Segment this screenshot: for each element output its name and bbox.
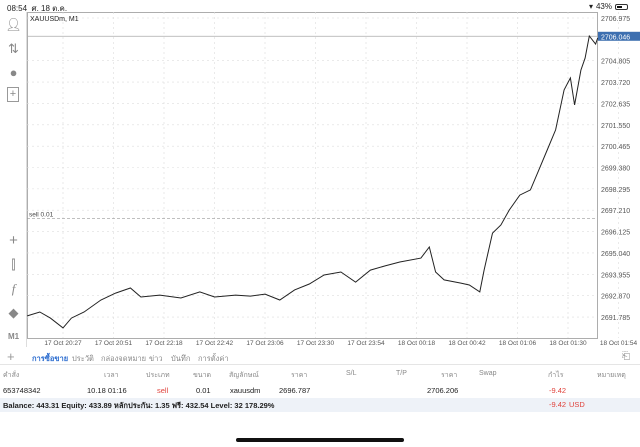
col-type: ประเภท <box>146 372 170 379</box>
balance-summary: Balance: 443.31 Equity: 433.89 หลักประกั… <box>3 401 275 410</box>
status-bar: 08:54 ศ. 18 ต.ค. ▾ 43% <box>0 0 640 13</box>
tab-news[interactable]: ข่าว <box>149 354 163 363</box>
price-axis-label: 2700.465 <box>601 144 630 151</box>
time-axis-label: 18 Oct 00:42 <box>448 340 486 347</box>
order-current-price: 2706.206 <box>427 386 459 395</box>
price-chart[interactable]: 2706.975 2704.805 2703.720 2702.635 2701.550… <box>27 12 640 347</box>
col-order: คำสั่ง <box>3 372 20 379</box>
current-price-tag <box>598 31 640 41</box>
order-size: 0.01 <box>196 386 211 395</box>
price-axis-label: 2702.635 <box>601 101 630 108</box>
account-icon[interactable]: 👤︎ <box>5 17 22 32</box>
col-symbol: สัญลักษณ์ <box>229 372 259 379</box>
wifi-icon: ▾ <box>588 2 593 11</box>
battery-icon <box>615 3 628 10</box>
chat-icon[interactable]: ● <box>9 65 18 80</box>
col-comment: หมายเหตุ <box>597 372 626 379</box>
indicators-icon[interactable]: f <box>11 281 16 296</box>
order-line-label: sell 0.01 <box>29 212 54 219</box>
tab-history[interactable]: ประวัติ <box>72 354 94 363</box>
symbol-label: XAUUSDm, M1 <box>30 16 79 23</box>
order-ticket: 653748342 <box>3 386 41 395</box>
time-axis-label: 17 Oct 22:18 <box>145 340 183 347</box>
time-axis-label: 18 Oct 01:06 <box>499 340 537 347</box>
objects-icon[interactable]: ◆ <box>8 305 19 320</box>
new-document-icon[interactable]: + <box>7 87 19 102</box>
time-axis-label: 18 Oct 01:30 <box>549 340 587 347</box>
terminal-tabs: + การซื้อขาย ประวัติ กล่องจดหมาย ข่าว บั… <box>0 349 640 365</box>
price-line <box>27 34 599 329</box>
order-type: sell <box>157 386 169 395</box>
time-axis-label: 17 Oct 22:42 <box>196 340 234 347</box>
time-axis-label: 17 Oct 20:27 <box>44 340 82 347</box>
add-icon[interactable]: + <box>7 349 15 364</box>
price-axis-label: 2696.125 <box>601 230 630 237</box>
battery-percent: 43% <box>595 2 612 11</box>
time-axis-label: 17 Oct 23:54 <box>347 340 385 347</box>
layout-icon[interactable]: ⎗ <box>622 351 630 362</box>
col-profit: กำไร <box>548 372 564 379</box>
time-axis-label: 17 Oct 20:51 <box>95 340 133 347</box>
price-axis-label: 2691.785 <box>601 315 630 322</box>
price-axis-label: 2695.040 <box>601 251 630 258</box>
timeframe-button[interactable]: M1 <box>7 332 20 341</box>
tab-mailbox[interactable]: กล่องจดหมาย <box>101 354 147 363</box>
col-tp: T/P <box>396 370 407 377</box>
col-swap: Swap <box>479 370 497 377</box>
tab-settings[interactable]: การตั้งค่า <box>198 354 229 363</box>
home-indicator[interactable] <box>236 438 404 442</box>
current-price-label: 2706.046 <box>601 34 630 41</box>
col-current-price: ราคา <box>441 372 458 379</box>
price-axis-label: 2699.380 <box>601 166 630 173</box>
table-row[interactable]: 653748342 10.18 01:16 sell 0.01 xauusdm … <box>0 384 640 398</box>
col-size: ขนาด <box>193 372 212 379</box>
col-sl: S/L <box>346 370 357 377</box>
left-toolbar: 👤︎ ⇅ ● + + ⫿ f ◆ M1 <box>0 12 27 347</box>
price-axis-label: 2703.720 <box>601 80 630 87</box>
total-profit: -9.42 <box>549 400 567 409</box>
order-time: 10.18 01:16 <box>87 386 127 395</box>
chart-frame <box>27 12 598 339</box>
price-axis-label: 2704.805 <box>601 59 630 66</box>
order-profit: -9.42 <box>549 386 567 395</box>
tab-journal[interactable]: บันทึก <box>171 354 191 363</box>
price-axis-label: 2697.210 <box>601 208 630 215</box>
candlestick-icon[interactable]: ⫿ <box>11 257 16 272</box>
order-symbol: xauusdm <box>230 386 261 395</box>
profit-currency: USD <box>569 400 585 409</box>
time-axis-label: 18 Oct 01:54 <box>600 340 638 347</box>
status-right: ▾ 43% <box>589 2 628 11</box>
status-time: 08:54 ศ. 18 ต.ค. <box>7 4 68 13</box>
time-axis-label: 18 Oct 00:18 <box>398 340 436 347</box>
tab-trade[interactable]: การซื้อขาย <box>32 354 69 363</box>
price-axis-label: 2692.870 <box>601 294 630 301</box>
table-header: คำสั่ง เวลา ประเภท ขนาด สัญลักษณ์ ราคา S… <box>0 368 640 382</box>
col-time: เวลา <box>104 372 119 379</box>
time-axis-label: 17 Oct 23:06 <box>246 340 284 347</box>
price-axis-label: 2706.975 <box>601 16 630 23</box>
price-axis-label: 2693.955 <box>601 272 630 279</box>
col-price: ราคา <box>291 372 308 379</box>
crosshair-icon[interactable]: + <box>9 232 18 249</box>
trade-arrows-icon[interactable]: ⇅ <box>8 41 19 56</box>
price-axis-label: 2698.295 <box>601 187 630 194</box>
order-open-price: 2696.787 <box>279 386 311 395</box>
time-axis-label: 17 Oct 23:30 <box>297 340 335 347</box>
price-axis-label: 2701.550 <box>601 123 630 130</box>
balance-row: Balance: 443.31 Equity: 433.89 หลักประกั… <box>0 398 640 412</box>
